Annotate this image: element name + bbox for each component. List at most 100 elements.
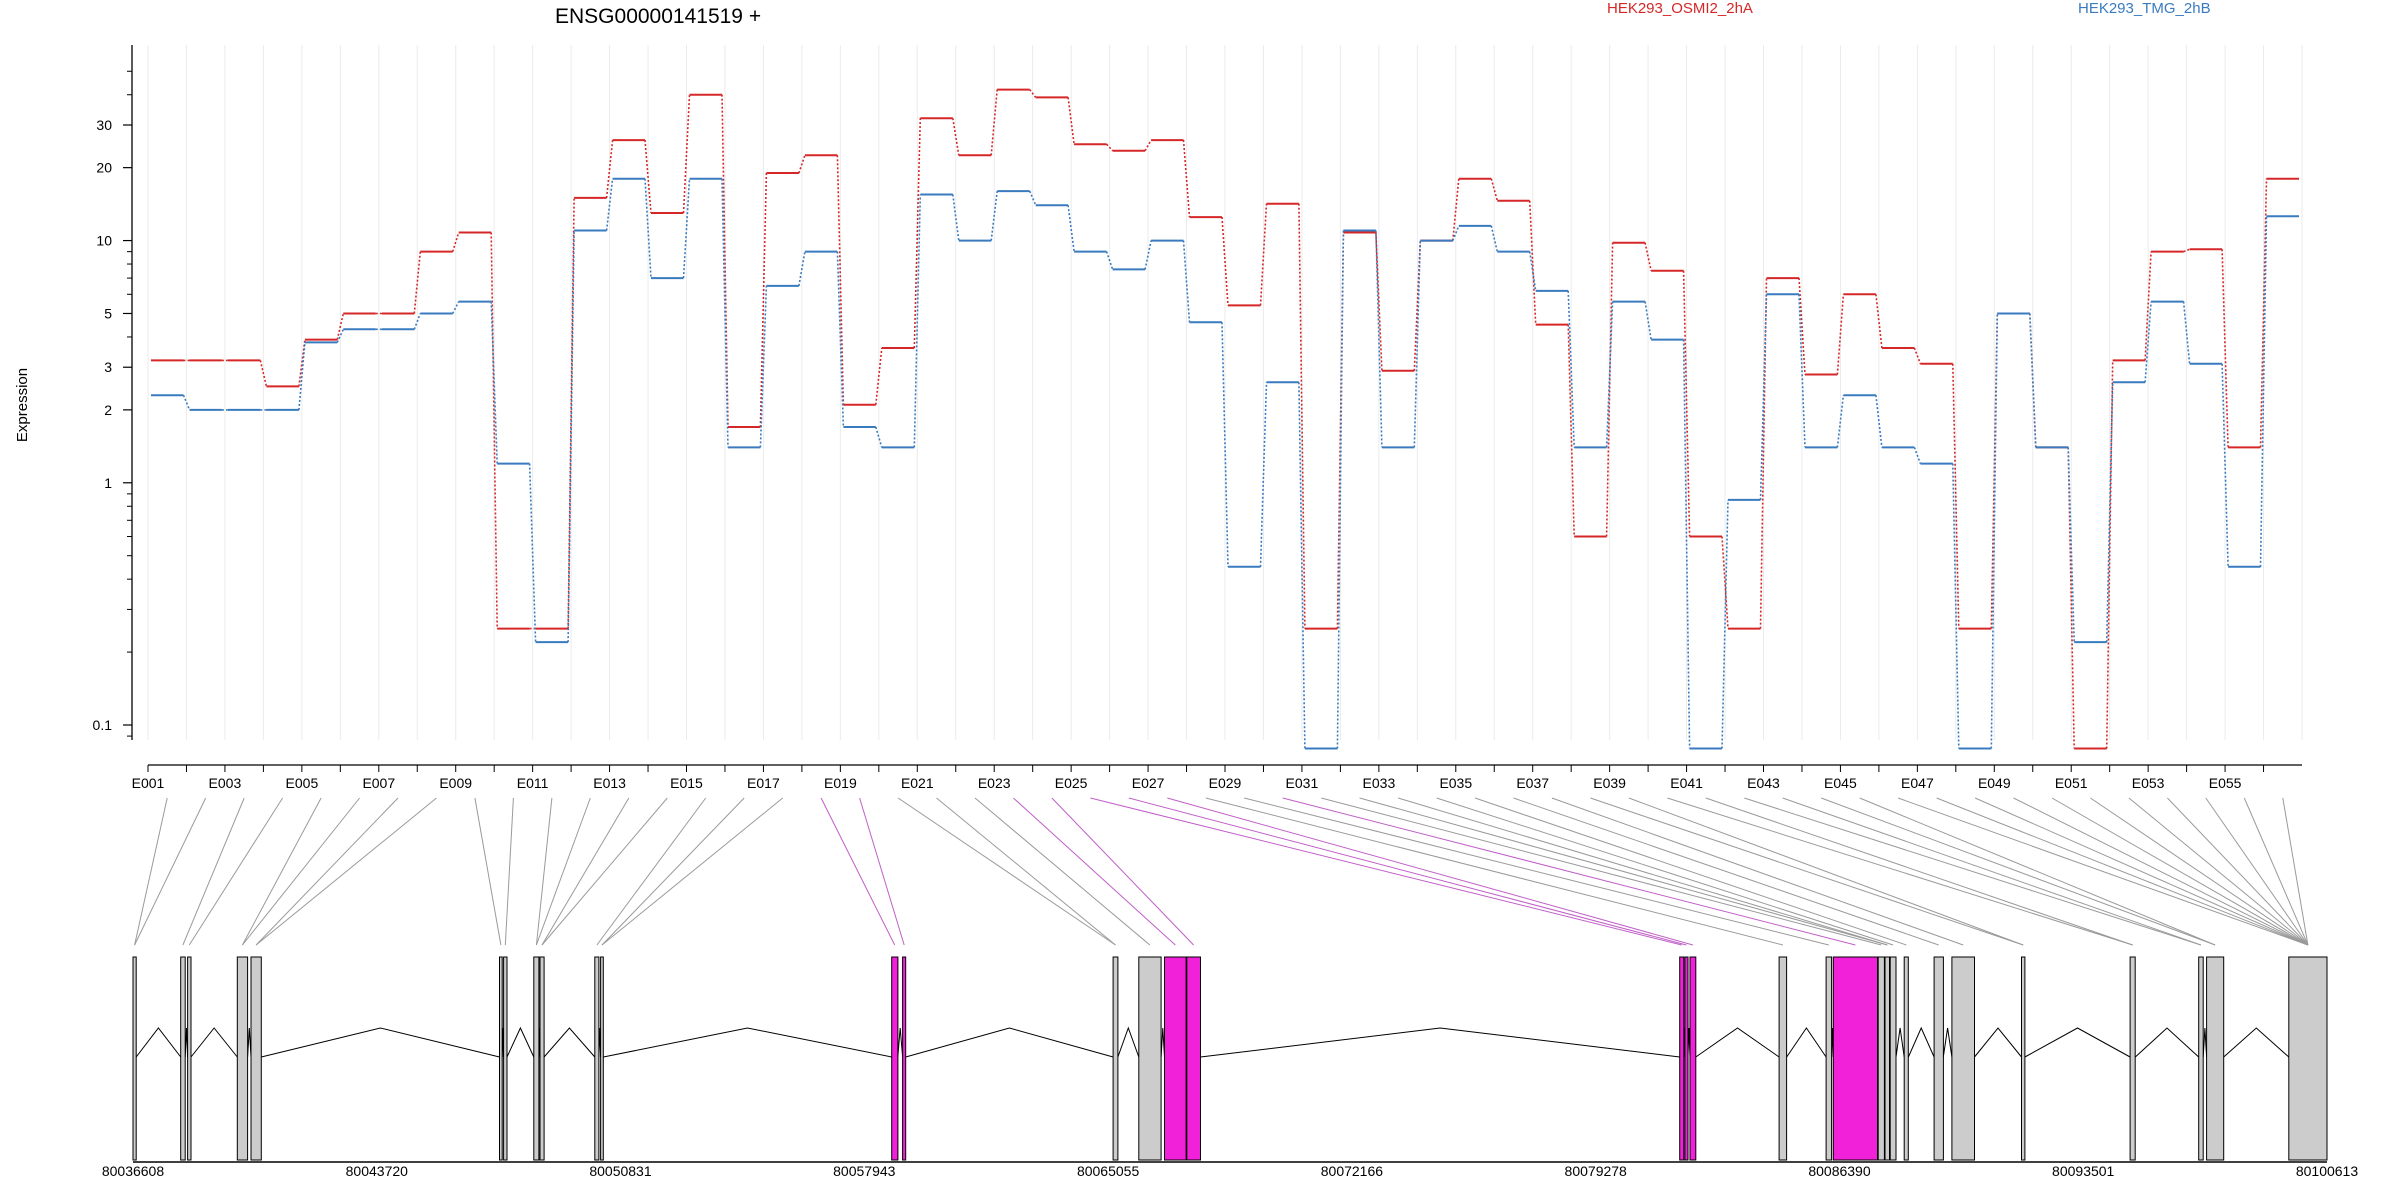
intron	[2202, 1027, 2208, 1058]
exon-connector	[1013, 797, 1176, 946]
coord-label: 80079278	[1565, 1163, 1628, 1179]
exon-connector	[134, 797, 168, 946]
gene-structure-track	[132, 956, 2328, 1161]
exon	[600, 956, 604, 1161]
exon-highlighted	[1689, 956, 1697, 1161]
exon-connector	[1744, 797, 2202, 946]
exon	[1884, 956, 1890, 1161]
y-tick-label: 5	[104, 305, 112, 321]
coord-label: 80065055	[1077, 1163, 1140, 1179]
exon-connector	[1974, 797, 2309, 946]
exon	[1825, 956, 1833, 1161]
intron	[2223, 1027, 2290, 1058]
x-tick-label: E027	[1132, 775, 1165, 791]
exon	[499, 956, 503, 1161]
y-tick-label: 10	[96, 233, 112, 249]
exon-connector	[859, 797, 905, 946]
exon	[1903, 956, 1909, 1161]
exon-connector	[474, 797, 502, 946]
intron	[1160, 1027, 1165, 1058]
coord-label: 80050831	[589, 1163, 652, 1179]
x-tick-label: E055	[2209, 775, 2242, 791]
exon	[2288, 956, 2328, 1161]
exon-connector	[1090, 797, 1682, 946]
exon-connector	[2205, 797, 2309, 946]
exon-connector	[1936, 797, 2309, 946]
coord-label: 80100613	[2296, 1163, 2359, 1179]
exon-connector	[1897, 797, 2309, 946]
x-tick-label: E009	[439, 775, 472, 791]
intron	[1200, 1027, 1680, 1058]
coord-label: 80043720	[346, 1163, 409, 1179]
x-tick-label: E051	[2055, 775, 2088, 791]
exon-connector	[535, 797, 553, 946]
exon-connector	[1282, 797, 1856, 946]
x-tick-label: E023	[978, 775, 1011, 791]
exon	[594, 956, 600, 1161]
x-tick-label: E035	[1439, 775, 1472, 791]
genomic-coordinate-axis: 80036608 80043720 80050831 80057943 80065055…	[102, 1161, 2359, 1179]
y-tick-label: 30	[96, 117, 112, 133]
exon-connector	[2167, 797, 2309, 946]
y-axis-label: Expression	[14, 368, 31, 442]
exon-connector	[1128, 797, 1687, 946]
exon	[132, 956, 137, 1161]
intron	[135, 1027, 182, 1058]
y-tick-label: 3	[104, 359, 112, 375]
exon-connector	[241, 797, 322, 946]
x-tick-label: E015	[670, 775, 703, 791]
intron	[2134, 1027, 2200, 1058]
exon-highlighted	[1684, 956, 1689, 1161]
exon-connector	[242, 797, 360, 946]
x-tick-label: E011	[517, 775, 549, 791]
x-tick-label: E007	[362, 775, 395, 791]
exon-connector	[2282, 797, 2309, 946]
intron	[1942, 1027, 1953, 1058]
exon-highlighted	[1186, 956, 1202, 1161]
exon	[1138, 956, 1162, 1161]
exon-connector	[1859, 797, 2216, 946]
exon-connector	[1705, 797, 2133, 946]
exon	[533, 956, 540, 1161]
exon-connector	[1590, 797, 2024, 946]
x-tick-label: E005	[286, 775, 319, 791]
exon-connector-lines	[134, 797, 2309, 946]
exon-connector	[897, 797, 1116, 946]
chart-title: ENSG00000141519 +	[555, 5, 761, 28]
exon	[187, 956, 192, 1161]
exon-connector	[541, 797, 668, 946]
exon-connector	[1359, 797, 1888, 946]
intron	[2024, 1027, 2131, 1058]
exon	[503, 956, 508, 1161]
intron	[1786, 1027, 1827, 1058]
exon-connector	[2243, 797, 2309, 946]
x-axis: E001 E003 E005 E007 E009 E011 E013 E015 E017 E019…	[132, 764, 2302, 791]
exon-connector	[134, 797, 207, 946]
exon	[1933, 956, 1944, 1161]
x-tick-label: E049	[1978, 775, 2011, 791]
exon	[236, 956, 249, 1161]
intron	[1117, 1026, 1140, 1058]
exon-connector	[1397, 797, 1888, 946]
exon-connector	[1436, 797, 1894, 946]
x-tick-label: E003	[209, 775, 242, 791]
series-1-connectors	[182, 178, 2268, 749]
exon-connector	[182, 797, 245, 946]
x-tick-label: E053	[2132, 775, 2165, 791]
x-tick-label: E043	[1747, 775, 1780, 791]
exon-highlighted	[1832, 956, 1879, 1161]
y-axis: 0.1 1 2 3 5 10 20 30	[93, 45, 133, 740]
exon-connector	[1667, 797, 2133, 946]
exon-highlighted	[902, 956, 907, 1161]
y-tick-label: 0.1	[93, 717, 113, 733]
x-tick-label: E031	[1286, 775, 1319, 791]
coord-label: 80036608	[102, 1163, 165, 1179]
x-tick-label: E047	[1901, 775, 1934, 791]
exon	[250, 956, 262, 1161]
exon-connector	[974, 797, 1151, 946]
exon	[2021, 956, 2026, 1161]
exon-connector	[1628, 797, 2024, 946]
exon	[2129, 956, 2136, 1161]
exon	[1778, 956, 1788, 1161]
